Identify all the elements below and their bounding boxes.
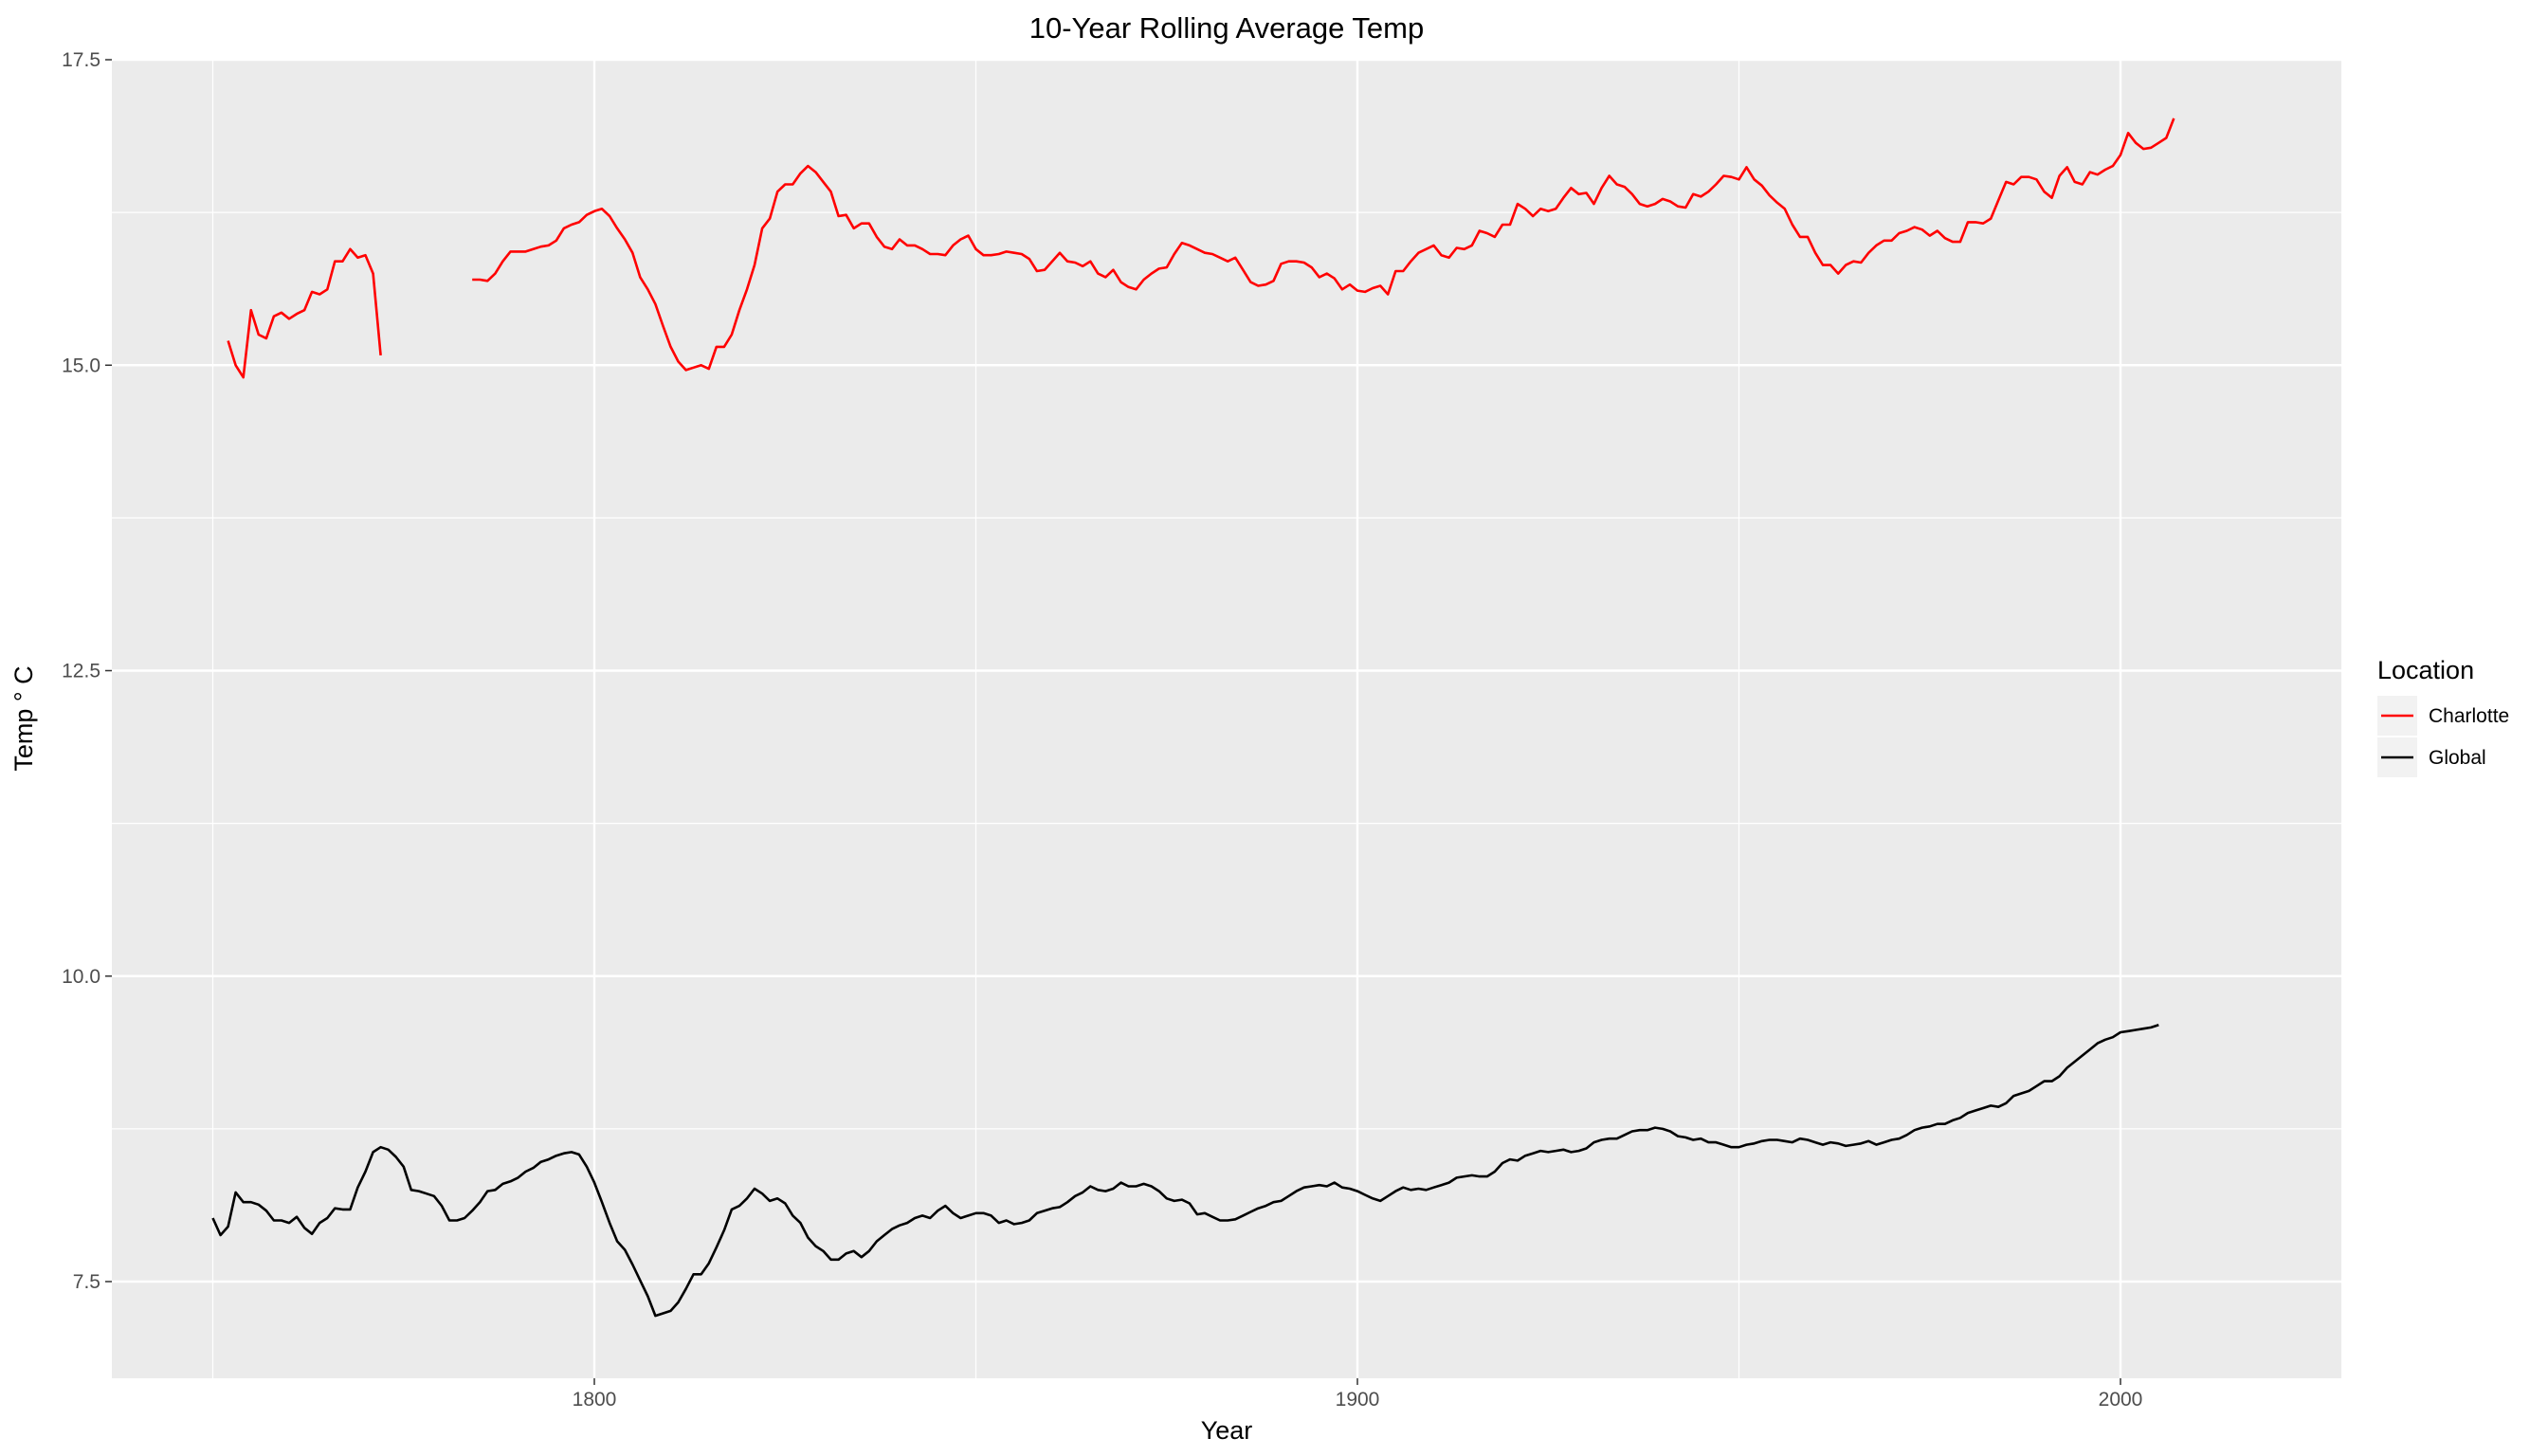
y-tick-label: 17.5 (62, 49, 100, 71)
chart-title: 10-Year Rolling Average Temp (1029, 11, 1425, 45)
series-global (211, 1024, 2159, 1318)
y-tick-label: 7.5 (73, 1271, 100, 1293)
minor-gridlines (112, 59, 2341, 1378)
x-tick-label: 2000 (2099, 1389, 2143, 1410)
major-gridlines (112, 58, 2341, 1378)
legend: Location Charlotte Global (2377, 656, 2509, 777)
series-charlotte (227, 118, 2175, 379)
charlotte-line (472, 118, 2175, 372)
y-tick-label: 12.5 (62, 661, 100, 682)
x-tick-label: 1800 (573, 1389, 617, 1410)
charlotte-line (227, 247, 382, 379)
plot-panel (112, 59, 2341, 1378)
legend-title: Location (2377, 656, 2474, 684)
global-line (211, 1024, 2159, 1318)
x-tick-label: 1900 (1336, 1389, 1380, 1410)
y-axis: 7.5 10.0 12.5 15.0 17.5 (62, 49, 112, 1293)
series-lines (211, 118, 2175, 1318)
y-tick-label: 15.0 (62, 355, 100, 376)
x-axis-title: Year (1201, 1416, 1253, 1445)
x-axis: 1800 1900 2000 (573, 1378, 2143, 1410)
y-tick-label: 10.0 (62, 966, 100, 988)
y-axis-title: Temp ° C (9, 665, 38, 771)
legend-label-global: Global (2429, 747, 2486, 769)
legend-label-charlotte: Charlotte (2429, 705, 2509, 727)
